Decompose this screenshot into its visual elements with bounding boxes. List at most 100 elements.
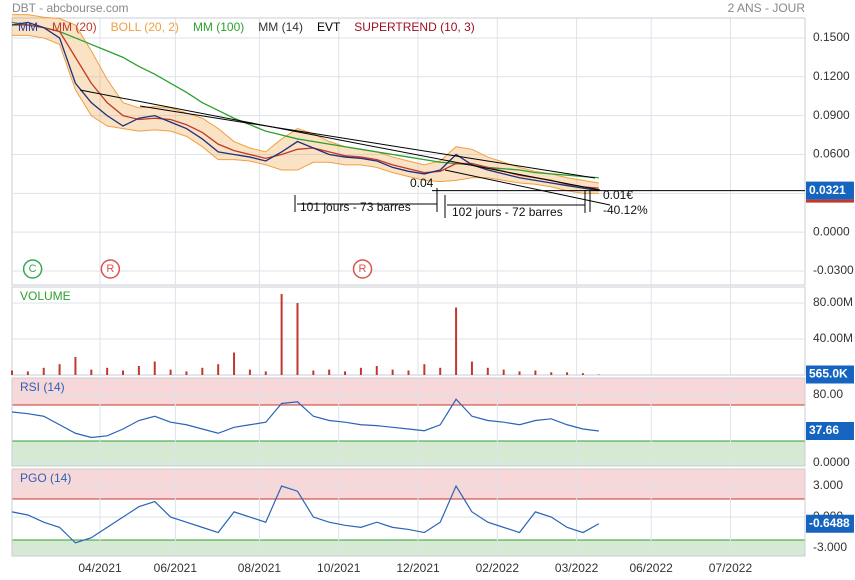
x-tick-label: 07/2022 [709, 561, 753, 575]
volume-bar [455, 307, 458, 375]
legend-entry: SUPERTREND (10, 3) [354, 20, 474, 34]
trend-line [139, 105, 596, 179]
bollinger-upper [12, 14, 599, 184]
last-value-label: -0.6488 [809, 516, 850, 530]
legend-entry: BOLL (20, 2) [111, 20, 179, 34]
volume-bar [391, 369, 394, 375]
page-period: 2 ANS - JOUR [728, 1, 806, 15]
trend-line [444, 169, 611, 206]
volume-bar [439, 367, 442, 375]
panel-frame [11, 17, 806, 286]
volume-bar [344, 371, 347, 375]
volume-bar [11, 370, 13, 375]
y-tick-label: 0.0000 [813, 224, 850, 238]
event-marker [352, 259, 373, 279]
volume-bar [518, 371, 521, 375]
x-tick-label: 04/2021 [78, 561, 122, 575]
legend-entry: EVT [317, 20, 341, 34]
x-tick-label: 08/2021 [238, 561, 282, 575]
volume-bar [566, 372, 569, 375]
series-line [11, 21, 599, 179]
volume-bar [359, 367, 362, 375]
last-value-box [806, 365, 854, 384]
volume-bar [312, 370, 315, 375]
volume-bar [169, 369, 172, 375]
y-tick-label: 80.00 [813, 387, 843, 401]
volume-bar [233, 352, 236, 375]
volume-bar [185, 371, 188, 375]
rsi-oversold-zone [12, 441, 805, 466]
volume-bar [137, 366, 140, 375]
panel-title: VOLUME [20, 289, 71, 303]
page-title: DBT - abcbourse.com [12, 1, 129, 15]
indicator-line [11, 484, 600, 544]
volume-bar [90, 369, 93, 375]
y-tick-label: 0.1200 [813, 69, 850, 83]
x-tick-label: 03/2022 [555, 561, 599, 575]
annotation: 0.04 [410, 176, 434, 190]
volume-bar [328, 369, 331, 375]
y-tick-label: 3.000 [813, 478, 843, 492]
trend-line [79, 89, 601, 191]
annotation: 0.01€ [603, 188, 633, 202]
annotation: 101 jours - 73 barres [300, 200, 411, 214]
volume-bar [550, 372, 553, 375]
indicator-line [11, 398, 599, 439]
volume-bar [201, 367, 204, 375]
annotation: -40.12% [603, 203, 648, 217]
panel-frame [11, 377, 806, 467]
volume-bar [296, 303, 299, 375]
x-tick-label: 02/2022 [476, 561, 520, 575]
event-marker [100, 259, 121, 279]
series-line [11, 21, 599, 192]
volume-bar [217, 364, 220, 375]
volume-bar [407, 370, 410, 375]
volume-bar [280, 294, 283, 375]
volume-bar [58, 364, 61, 375]
last-value-box [806, 514, 854, 533]
volume-bar [42, 367, 45, 375]
panel-title: RSI (14) [20, 380, 65, 394]
event-marker [22, 259, 43, 279]
x-tick-label: 06/2021 [154, 561, 198, 575]
y-tick-label: 80.00M [813, 295, 853, 309]
bollinger-lower [12, 34, 599, 194]
y-tick-label: 0.0000 [813, 455, 850, 469]
volume-bar [581, 373, 584, 375]
rsi-overbought-zone [12, 378, 805, 405]
y-tick-label: 40.00M [813, 331, 853, 345]
volume-bar [248, 369, 251, 375]
x-tick-label: 10/2021 [317, 561, 361, 575]
event-label: R [359, 263, 367, 275]
last-value-label: 0.0321 [809, 183, 846, 197]
event-label: C [29, 263, 37, 275]
volume-bar [502, 369, 505, 375]
volume-bar [375, 366, 378, 375]
y-tick-label: -0.0300 [813, 263, 854, 277]
last-value-box [806, 181, 854, 200]
volume-bar [423, 364, 426, 375]
annotation: 102 jours - 72 barres [452, 205, 563, 219]
last-value-label: 565.0K [809, 367, 848, 381]
volume-bar [122, 370, 125, 375]
x-tick-label: 12/2021 [396, 561, 440, 575]
last-value-label: 37.66 [809, 423, 839, 437]
last-value-underline [806, 199, 854, 203]
volume-bar [26, 371, 29, 375]
y-tick-label: -3.000 [813, 540, 847, 554]
volume-bar [153, 361, 156, 375]
volume-bar [486, 367, 489, 375]
bollinger-band [12, 14, 599, 194]
volume-bar [74, 357, 77, 375]
volume-bar [106, 367, 109, 375]
y-tick-label: 0.0600 [813, 147, 850, 161]
legend-entry: MM [18, 20, 38, 34]
panel-title: PGO (14) [20, 471, 71, 485]
y-tick-label: 0.0900 [813, 108, 850, 122]
x-tick-label: 06/2022 [629, 561, 673, 575]
volume-bar [534, 370, 537, 375]
volume-bar [264, 371, 267, 375]
panel-frame [11, 468, 806, 557]
legend-entry: MM (14) [258, 20, 303, 34]
